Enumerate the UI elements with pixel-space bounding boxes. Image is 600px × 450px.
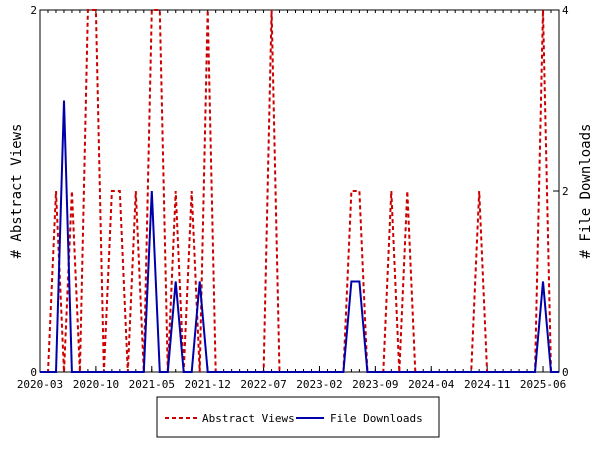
x-tick-label: 2021-05 (129, 378, 175, 391)
y-axis-title-left: # Abstract Views (9, 124, 25, 259)
x-tick-label: 2020-03 (17, 378, 63, 391)
y-axis-title-right: # File Downloads (578, 124, 594, 259)
x-tick-label: 2024-11 (464, 378, 510, 391)
y-right-tick-label: 2 (562, 185, 569, 198)
x-tick-label: 2022-07 (240, 378, 286, 391)
x-tick-label: 2024-04 (408, 378, 455, 391)
legend: Abstract Views File Downloads (156, 396, 440, 438)
series-line-file-downloads (40, 100, 559, 373)
x-tick-label: 2023-09 (352, 378, 398, 391)
y-right-tick-label: 0 (562, 366, 569, 379)
legend-label-file-downloads: File Downloads (330, 412, 423, 425)
y-left-tick-label: 0 (30, 366, 37, 379)
x-axis-ticks: 2020-03 2020-10 2021-05 2021-12 2022-07 2023-… (17, 4, 569, 391)
x-tick-label: 2025-06 (520, 378, 566, 391)
legend-label-abstract-views: Abstract Views (202, 412, 295, 425)
x-tick-label: 2020-10 (73, 378, 119, 391)
x-tick-label: 2021-12 (184, 378, 230, 391)
plot-area (39, 9, 560, 373)
x-tick-label: 2023-02 (296, 378, 342, 391)
y-right-tick-label: 4 (562, 4, 569, 17)
y-left-tick-label: 2 (30, 4, 37, 17)
series-layer (40, 9, 559, 373)
